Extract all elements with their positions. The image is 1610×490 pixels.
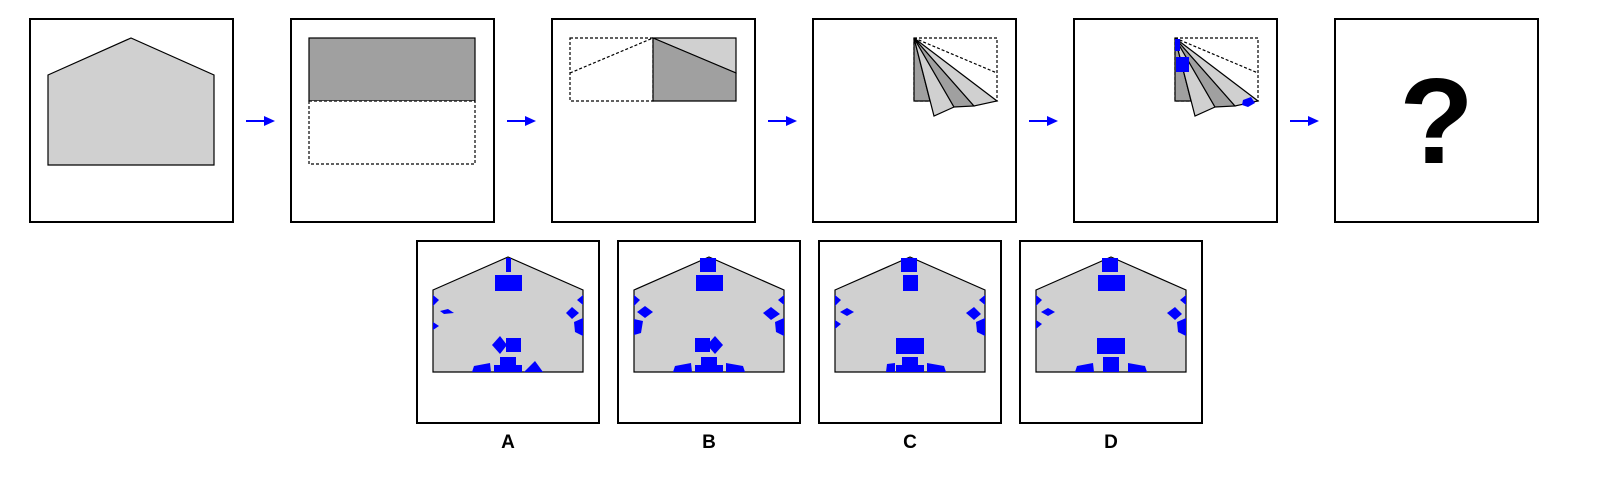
option-c-panel[interactable] bbox=[818, 240, 1002, 424]
option-c-diagram bbox=[834, 256, 986, 373]
step-2-panel bbox=[290, 18, 495, 223]
hole-mark bbox=[1175, 39, 1180, 51]
arrow-icon bbox=[1029, 116, 1058, 126]
punch-holes-diagram bbox=[1174, 37, 1260, 117]
option-a-panel[interactable] bbox=[416, 240, 600, 424]
option-a-label[interactable]: A bbox=[501, 432, 515, 453]
question-mark: ? bbox=[1399, 52, 1474, 189]
option-b-panel[interactable] bbox=[617, 240, 801, 424]
option-c-label[interactable]: C bbox=[903, 432, 917, 453]
fold-up-diagram bbox=[308, 37, 476, 165]
option-d-label[interactable]: D bbox=[1104, 432, 1118, 453]
arrow-icon bbox=[507, 116, 536, 126]
arrow-icon bbox=[1290, 116, 1319, 126]
option-b-diagram bbox=[633, 256, 785, 373]
arrow-icon bbox=[768, 116, 797, 126]
option-b-label[interactable]: B bbox=[702, 432, 716, 453]
step-3-panel bbox=[551, 18, 756, 223]
step-5-panel bbox=[1073, 18, 1278, 223]
option-a-diagram bbox=[432, 256, 584, 373]
fold-left-diagram bbox=[569, 37, 737, 102]
step-1-panel bbox=[29, 18, 234, 223]
arrow-icon bbox=[246, 116, 275, 126]
question-panel: ? bbox=[1334, 18, 1539, 223]
unfolded-paper bbox=[47, 37, 215, 166]
option-d-diagram bbox=[1035, 256, 1187, 373]
step-4-panel bbox=[812, 18, 1017, 223]
hole-mark bbox=[1176, 57, 1189, 72]
option-d-panel[interactable] bbox=[1019, 240, 1203, 424]
hole-mark bbox=[1242, 97, 1255, 107]
fan-fold-diagram bbox=[913, 37, 999, 117]
